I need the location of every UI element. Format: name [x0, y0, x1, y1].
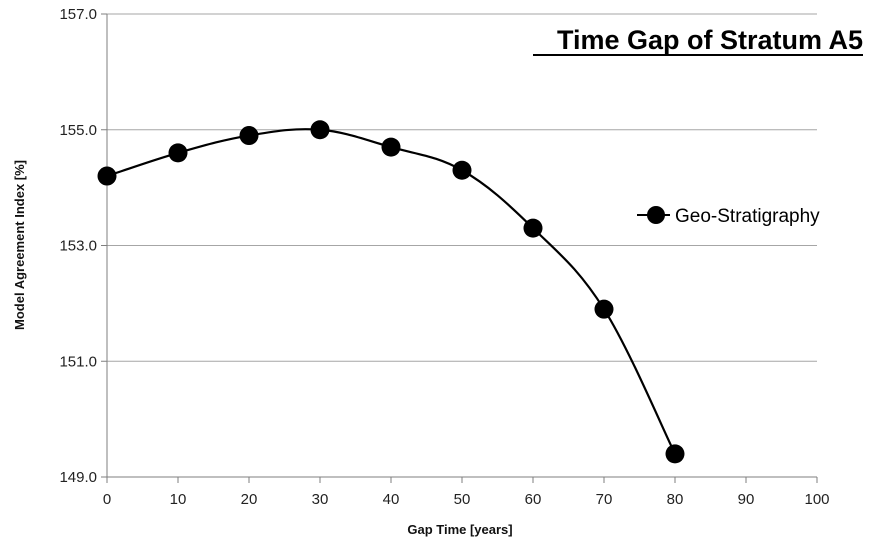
- data-point: [239, 126, 259, 146]
- data-point: [452, 160, 472, 180]
- y-tick-label: 157.0: [59, 6, 97, 23]
- y-tick-label: 155.0: [59, 122, 97, 139]
- data-point: [381, 137, 401, 157]
- data-point: [310, 120, 330, 140]
- legend-label-geo-stratigraphy: Geo-Stratigraphy: [675, 206, 820, 227]
- legend-marker-geo-stratigraphy: [647, 206, 665, 224]
- series-layer: [97, 120, 685, 464]
- x-tick-labels: 0 10 20 30 40 50 60 70 80 90 100: [103, 491, 830, 508]
- x-tick-label: 60: [525, 491, 542, 508]
- series-line-geo-stratigraphy: [106, 128, 676, 455]
- x-tick-label: 90: [738, 491, 755, 508]
- legend: Geo-Stratigraphy: [637, 206, 820, 227]
- data-point: [594, 299, 614, 319]
- gridlines: [107, 13, 817, 478]
- x-tick-label: 30: [312, 491, 329, 508]
- data-point: [97, 166, 117, 186]
- y-tick-labels: 149.0 151.0 153.0 155.0 157.0: [59, 6, 97, 486]
- y-tick-label: 149.0: [59, 469, 97, 486]
- x-tick-label: 70: [596, 491, 613, 508]
- y-tick-label: 153.0: [59, 238, 97, 255]
- x-tick-label: 0: [103, 491, 111, 508]
- data-point: [523, 218, 543, 238]
- x-tick-label: 100: [804, 491, 829, 508]
- axes: [101, 13, 818, 483]
- x-tick-label: 10: [170, 491, 187, 508]
- x-tick-label: 20: [241, 491, 258, 508]
- y-axis-title: Model Agreement Index [%]: [12, 160, 27, 330]
- data-point: [665, 444, 685, 464]
- x-axis-title: Gap Time [years]: [407, 522, 512, 537]
- data-point: [168, 143, 188, 163]
- x-tick-label: 40: [383, 491, 400, 508]
- chart-title: Time Gap of Stratum A5: [557, 25, 863, 55]
- y-tick-label: 151.0: [59, 353, 97, 370]
- x-tick-label: 80: [667, 491, 684, 508]
- x-tick-label: 50: [454, 491, 471, 508]
